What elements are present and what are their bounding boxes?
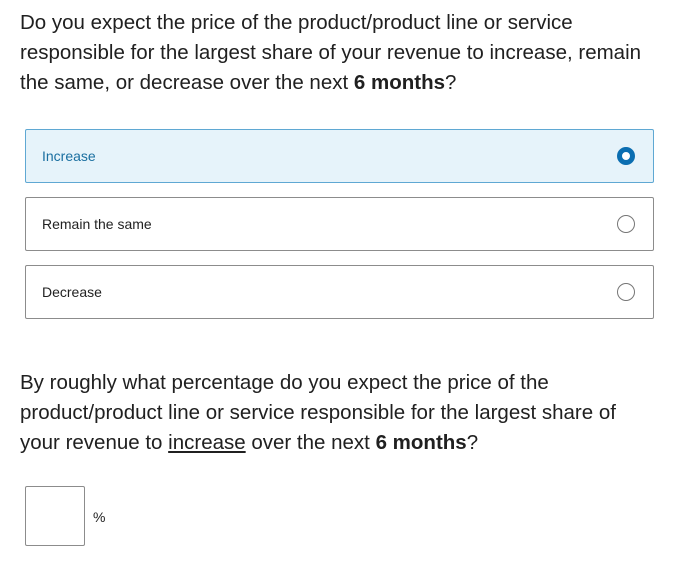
question-text: Do you expect the price of the product/p… (20, 11, 642, 94)
question-timeframe: 6 months (375, 431, 467, 454)
question-percentage: By roughly what percentage do you expect… (20, 368, 660, 458)
question-timeframe: 6 months (353, 71, 446, 94)
option-remain-same[interactable]: Remain the same (25, 197, 654, 251)
radio-unchecked-icon[interactable] (617, 283, 635, 301)
option-increase[interactable]: Increase (25, 129, 654, 183)
option-decrease[interactable]: Decrease (25, 265, 654, 319)
question-punctuation: ? (466, 431, 479, 454)
option-label: Decrease (42, 284, 102, 300)
question-punctuation: ? (445, 71, 457, 94)
option-label: Increase (42, 148, 96, 164)
question-text-middle: over the next (245, 431, 376, 454)
percent-unit-label: % (93, 509, 106, 525)
question-price-change: Do you expect the price of the product/p… (20, 8, 660, 98)
percentage-input[interactable] (25, 486, 85, 546)
option-label: Remain the same (42, 216, 152, 232)
radio-unchecked-icon[interactable] (617, 215, 635, 233)
question-direction: increase (168, 431, 246, 454)
question-text: By roughly what percentage do you expect… (20, 371, 616, 454)
price-change-options: Increase Remain the same Decrease (25, 129, 654, 333)
radio-checked-icon[interactable] (617, 147, 635, 165)
